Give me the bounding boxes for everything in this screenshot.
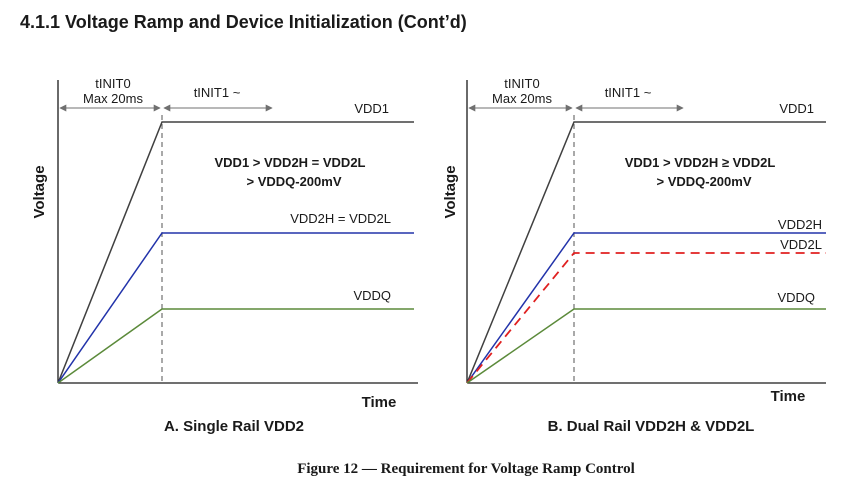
panel-b-tinit1-label: tINIT1 ~ bbox=[605, 85, 652, 100]
panel-a-condition-line1: VDD1 > VDD2H = VDD2L bbox=[215, 155, 366, 170]
panel-b-condition-line2: > VDDQ-200mV bbox=[656, 174, 751, 189]
panel-a-tinit0-label: tINIT0 bbox=[95, 76, 130, 91]
panel-b-vddq-label: VDDQ bbox=[777, 290, 815, 305]
panel-a-vdd2-trace bbox=[57, 232, 414, 384]
figure-caption: Figure 12 — Requirement for Voltage Ramp… bbox=[297, 461, 635, 477]
panel-a-vdd1-label: VDD1 bbox=[354, 101, 389, 116]
panel-a-y-axis-label: Voltage bbox=[31, 165, 48, 218]
panel-b-tinit0-max-label: Max 20ms bbox=[492, 91, 552, 106]
panel-a-vddq-label: VDDQ bbox=[353, 288, 391, 303]
panel-b-vdd2l-trace bbox=[466, 252, 826, 384]
panel-b-vdd2l-label: VDD2L bbox=[780, 237, 822, 252]
panel-a-vdd1-trace bbox=[57, 121, 414, 384]
panel-b-tinit0-label: tINIT0 bbox=[504, 76, 539, 91]
panel-b-condition-line1: VDD1 > VDD2H ≥ VDD2L bbox=[625, 155, 776, 170]
panel-b-y-axis-label: Voltage bbox=[442, 165, 459, 218]
panel-a-vdd2-label: VDD2H = VDD2L bbox=[290, 211, 391, 226]
panel-a-x-axis-label: Time bbox=[362, 394, 397, 411]
panel-a-caption: A. Single Rail VDD2 bbox=[164, 418, 304, 435]
panel-b-x-axis-label: Time bbox=[771, 388, 806, 405]
panel-b-vdd1-label: VDD1 bbox=[779, 101, 814, 116]
page-title: 4.1.1 Voltage Ramp and Device Initializa… bbox=[20, 12, 467, 32]
panel-a: tINIT0 Max 20ms tINIT1 ~ Voltage Time VD… bbox=[31, 76, 418, 435]
panel-b-vdd2h-trace bbox=[466, 232, 826, 384]
panel-b-vddq-trace bbox=[466, 308, 826, 384]
panel-a-tinit0-max-label: Max 20ms bbox=[83, 91, 143, 106]
panel-b-vdd1-trace bbox=[466, 121, 826, 384]
panel-a-vddq-trace bbox=[57, 308, 414, 384]
panel-b-vdd2h-label: VDD2H bbox=[778, 217, 822, 232]
panel-b-caption: B. Dual Rail VDD2H & VDD2L bbox=[548, 418, 755, 435]
panel-a-tinit1-label: tINIT1 ~ bbox=[194, 85, 241, 100]
panel-a-condition-line2: > VDDQ-200mV bbox=[246, 174, 341, 189]
panel-b: tINIT0 Max 20ms tINIT1 ~ Voltage Time VD… bbox=[442, 76, 826, 435]
